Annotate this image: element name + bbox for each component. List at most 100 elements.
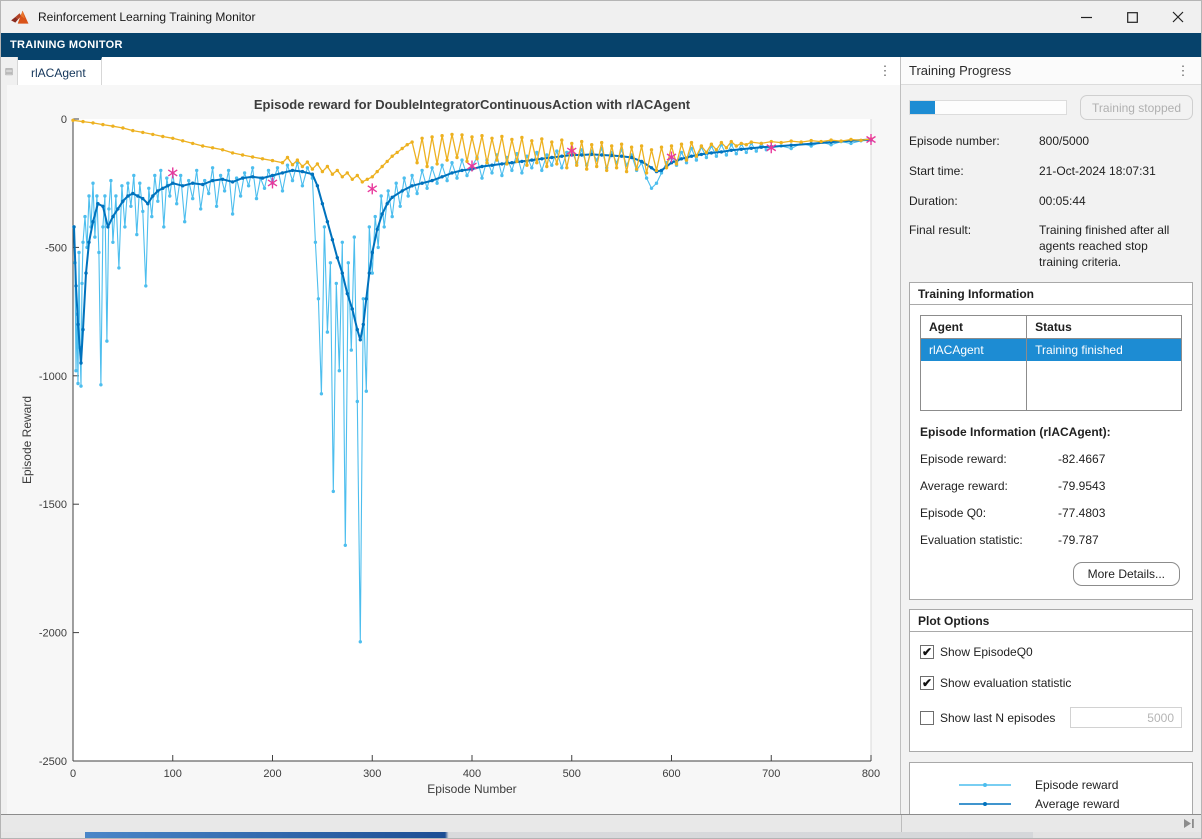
checkbox-label: Show evaluation statistic xyxy=(940,676,1071,690)
line-marker-icon xyxy=(957,797,1013,811)
training-stopped-button[interactable]: Training stopped xyxy=(1080,95,1193,120)
agents-table-empty-area xyxy=(921,361,1182,411)
legend-label: Episode reward xyxy=(1035,778,1118,792)
document-tab-bar: ▤ rlACAgent ⋮ xyxy=(1,57,900,85)
episode-info-label: Evaluation statistic: xyxy=(920,533,1058,547)
legend-item: Average reward xyxy=(910,794,1192,813)
episode-info-value: -79.787 xyxy=(1058,533,1182,547)
window-title: Reinforcement Learning Training Monitor xyxy=(38,10,255,24)
status-bar-divider xyxy=(901,815,902,832)
progress-field-row: Duration:00:05:44 xyxy=(909,194,1193,210)
episode-info-value: -77.4803 xyxy=(1058,506,1182,520)
title-bar: Reinforcement Learning Training Monitor xyxy=(1,1,1201,33)
agents-table-header: Agent xyxy=(921,315,1027,338)
tab-grabber-icon[interactable]: ▤ xyxy=(1,57,18,85)
last-n-episodes-input[interactable] xyxy=(1070,707,1182,728)
episode-info-value: -79.9543 xyxy=(1058,479,1182,493)
app-window: Reinforcement Learning Training Monitor … xyxy=(0,0,1202,839)
checkbox-checked[interactable]: ✔ xyxy=(920,645,934,659)
panel-title: Training Progress xyxy=(909,63,1011,78)
svg-text:600: 600 xyxy=(662,768,680,780)
checkbox-label: Show EpisodeQ0 xyxy=(940,645,1033,659)
chart-legend-card: Episode rewardAverage rewardEpisode Q0Ev… xyxy=(909,762,1193,814)
plot-option-row: Show last N episodes xyxy=(920,707,1182,728)
legend-item: Episode reward xyxy=(910,775,1192,794)
svg-text:-1000: -1000 xyxy=(39,371,67,383)
svg-text:Episode Reward: Episode Reward xyxy=(20,396,34,484)
matlab-logo-icon xyxy=(11,10,30,25)
svg-text:800: 800 xyxy=(862,768,880,780)
tab-filler xyxy=(102,57,870,85)
toolstrip: TRAINING MONITOR xyxy=(1,33,1201,57)
episode-info-row: Episode Q0:-77.4803 xyxy=(920,506,1182,520)
svg-text:400: 400 xyxy=(463,768,481,780)
progress-bar-fill xyxy=(910,101,935,114)
maximize-button[interactable] xyxy=(1109,1,1155,33)
svg-text:Episode Number: Episode Number xyxy=(427,782,516,796)
svg-text:-1500: -1500 xyxy=(39,499,67,511)
tab-label: rlACAgent xyxy=(31,66,86,80)
episode-info-row: Episode reward:-82.4667 xyxy=(920,452,1182,466)
training-progress-panel: Training Progress ⋮ Training stopped Epi… xyxy=(901,57,1201,814)
svg-text:-500: -500 xyxy=(45,242,67,254)
field-value: 21-Oct-2024 18:07:31 xyxy=(1039,164,1193,180)
plot-options-card: Plot Options ✔ Show EpisodeQ0 ✔ Show evalua… xyxy=(909,609,1193,752)
field-value: 00:05:44 xyxy=(1039,194,1193,210)
checkbox-unchecked[interactable] xyxy=(920,711,934,725)
episode-info-label: Average reward: xyxy=(920,479,1058,493)
plot-option-row: ✔ Show EpisodeQ0 xyxy=(920,645,1182,659)
checkbox-label: Show last N episodes xyxy=(940,711,1055,725)
panel-collapse-right-icon[interactable] xyxy=(1182,817,1195,830)
field-label: Duration: xyxy=(909,194,1039,208)
episode-reward-chart[interactable]: Episode reward for DoubleIntegratorConti… xyxy=(7,85,899,812)
svg-text:500: 500 xyxy=(563,768,581,780)
svg-text:Episode reward for DoubleInteg: Episode reward for DoubleIntegratorConti… xyxy=(254,97,691,112)
more-details-button[interactable]: More Details... xyxy=(1073,562,1180,586)
svg-text:-2500: -2500 xyxy=(39,756,67,768)
document-panel: ▤ rlACAgent ⋮ Episode reward for DoubleI… xyxy=(1,57,901,814)
legend-label: Average reward xyxy=(1035,797,1120,811)
svg-text:100: 100 xyxy=(164,768,182,780)
episode-information-title: Episode Information (rlACAgent): xyxy=(920,425,1182,439)
taskbar-sliver xyxy=(1,832,1201,838)
training-information-title: Training Information xyxy=(910,283,1192,305)
field-value: Training finished after all agents reach… xyxy=(1039,223,1193,270)
training-progress-bar xyxy=(909,100,1067,115)
tab-rlacagent[interactable]: rlACAgent xyxy=(18,57,102,85)
panel-actions-kebab-icon[interactable]: ⋮ xyxy=(1173,63,1193,79)
line-marker-icon xyxy=(957,778,1013,792)
training-chart-figure: Episode reward for DoubleIntegratorConti… xyxy=(7,85,900,814)
status-bar xyxy=(1,814,1201,832)
episode-info-label: Episode reward: xyxy=(920,452,1058,466)
svg-text:700: 700 xyxy=(762,768,780,780)
progress-field-row: Start time:21-Oct-2024 18:07:31 xyxy=(909,164,1193,180)
progress-fields: Episode number:800/5000Start time:21-Oct… xyxy=(909,134,1193,271)
progress-field-row: Final result:Training finished after all… xyxy=(909,223,1193,270)
panel-header: Training Progress ⋮ xyxy=(901,57,1201,85)
agents-table[interactable]: AgentStatus rlACAgentTraining finished xyxy=(920,315,1182,412)
episode-info-value: -82.4667 xyxy=(1058,452,1182,466)
plot-options-title: Plot Options xyxy=(910,610,1192,632)
toolstrip-tab-training-monitor[interactable]: TRAINING MONITOR xyxy=(10,39,123,51)
progress-section: Training stopped Episode number:800/5000… xyxy=(901,85,1201,273)
field-label: Episode number: xyxy=(909,134,1039,148)
plot-option-row: ✔ Show evaluation statistic xyxy=(920,676,1182,690)
svg-text:200: 200 xyxy=(263,768,281,780)
agents-table-header: Status xyxy=(1027,315,1182,338)
svg-text:0: 0 xyxy=(70,768,76,780)
field-label: Start time: xyxy=(909,164,1039,178)
training-information-card: Training Information AgentStatus rlACAge… xyxy=(909,282,1193,601)
document-actions-kebab-icon[interactable]: ⋮ xyxy=(870,57,900,85)
svg-text:-2000: -2000 xyxy=(39,628,67,640)
agent-table-row[interactable]: rlACAgentTraining finished xyxy=(921,338,1182,361)
field-label: Final result: xyxy=(909,223,1039,237)
close-button[interactable] xyxy=(1155,1,1201,33)
progress-field-row: Episode number:800/5000 xyxy=(909,134,1193,150)
episode-info-row: Evaluation statistic:-79.787 xyxy=(920,533,1182,547)
svg-text:300: 300 xyxy=(363,768,381,780)
minimize-button[interactable] xyxy=(1063,1,1109,33)
checkbox-checked[interactable]: ✔ xyxy=(920,676,934,690)
episode-info-row: Average reward:-79.9543 xyxy=(920,479,1182,493)
field-value: 800/5000 xyxy=(1039,134,1193,150)
episode-information-fields: Episode reward:-82.4667Average reward:-7… xyxy=(920,452,1182,547)
